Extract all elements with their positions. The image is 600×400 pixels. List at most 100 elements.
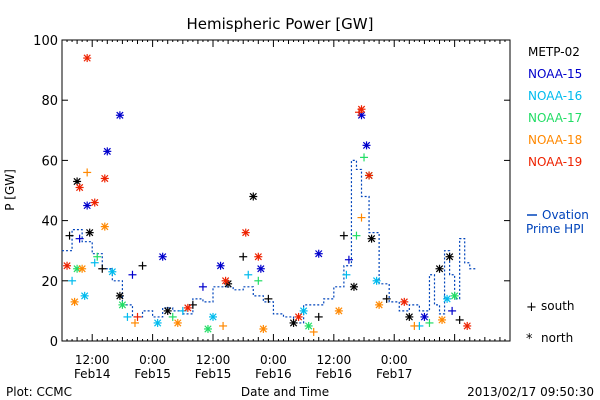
x-tick-label-time: 12:00 bbox=[75, 353, 110, 367]
legend-entry: NOAA-15 bbox=[528, 67, 582, 81]
north-marker bbox=[435, 264, 444, 273]
y-axis: 0 20 40 60 80 100 bbox=[33, 34, 510, 350]
south-marker bbox=[219, 321, 228, 330]
north-marker bbox=[115, 111, 124, 120]
x-tick-label-time: 12:00 bbox=[196, 353, 231, 367]
x-axis: 12:00Feb140:00Feb1512:00Feb150:00Feb1612… bbox=[61, 40, 511, 381]
south-marker bbox=[357, 213, 366, 222]
south-marker bbox=[448, 306, 457, 315]
north-marker bbox=[463, 321, 472, 330]
plot-frame bbox=[61, 39, 511, 342]
south-marker bbox=[244, 270, 253, 279]
north-marker-symbol: * bbox=[526, 332, 533, 347]
south-marker bbox=[239, 252, 248, 261]
y-tick-label: 0 bbox=[50, 335, 58, 350]
south-marker bbox=[133, 312, 142, 321]
north-marker bbox=[153, 318, 162, 327]
north-marker bbox=[289, 318, 298, 327]
south-marker bbox=[75, 234, 84, 243]
chart-title: Hemispheric Power [GW] bbox=[187, 15, 374, 33]
north-marker bbox=[209, 312, 218, 321]
south-marker bbox=[309, 327, 318, 336]
south-marker bbox=[138, 261, 147, 270]
north-marker bbox=[221, 276, 230, 285]
north-marker bbox=[256, 264, 265, 273]
y-tick-label: 20 bbox=[41, 275, 58, 290]
x-tick-label-time: 12:00 bbox=[317, 353, 352, 367]
south-marker bbox=[360, 153, 369, 162]
south-marker bbox=[128, 270, 137, 279]
south-marker bbox=[130, 318, 139, 327]
data-markers bbox=[63, 54, 472, 336]
north-marker bbox=[304, 321, 313, 330]
south-marker bbox=[314, 312, 323, 321]
north-marker bbox=[216, 261, 225, 270]
north-marker bbox=[349, 282, 358, 291]
ovation-hpi-series bbox=[62, 159, 476, 324]
north-marker bbox=[299, 306, 308, 315]
south-marker bbox=[382, 294, 391, 303]
north-marker bbox=[372, 276, 381, 285]
south-marker bbox=[123, 312, 132, 321]
north-marker bbox=[445, 252, 454, 261]
south-marker bbox=[344, 255, 353, 264]
y-axis-label: P [GW] bbox=[3, 169, 17, 211]
north-marker bbox=[259, 324, 268, 333]
north-marker bbox=[100, 222, 109, 231]
y-tick-label: 100 bbox=[33, 34, 58, 49]
x-tick-label-time: 0:00 bbox=[381, 353, 408, 367]
south-marker bbox=[68, 276, 77, 285]
ovation-legend-label-1: Ovation bbox=[542, 208, 589, 222]
y-tick-label: 60 bbox=[41, 154, 58, 169]
north-marker bbox=[405, 312, 414, 321]
south-marker bbox=[425, 318, 434, 327]
legend: METP-02 NOAA-15 NOAA-16 NOAA-17 NOAA-18 NOAA-… bbox=[528, 45, 582, 169]
north-marker bbox=[241, 228, 250, 237]
north-marker bbox=[294, 312, 303, 321]
south-marker bbox=[98, 264, 107, 273]
north-marker bbox=[362, 141, 371, 150]
north-marker-label: north bbox=[541, 331, 573, 345]
south-marker bbox=[65, 231, 74, 240]
ovation-hpi-line bbox=[62, 159, 476, 324]
north-marker bbox=[118, 300, 127, 309]
x-tick-label-date: Feb16 bbox=[255, 367, 292, 381]
north-marker bbox=[103, 147, 112, 156]
legend-entry: NOAA-18 bbox=[528, 133, 582, 147]
north-marker bbox=[375, 300, 384, 309]
legend-entry: METP-02 bbox=[528, 45, 580, 59]
north-marker bbox=[115, 291, 124, 300]
y-tick-label: 80 bbox=[41, 94, 58, 109]
north-marker bbox=[90, 198, 99, 207]
legend-entry: NOAA-17 bbox=[528, 111, 582, 125]
south-marker bbox=[264, 294, 273, 303]
south-marker bbox=[83, 168, 92, 177]
south-marker bbox=[93, 252, 102, 261]
north-marker bbox=[367, 234, 376, 243]
north-marker bbox=[357, 105, 366, 114]
north-marker bbox=[249, 192, 258, 201]
north-marker bbox=[254, 252, 263, 261]
north-marker bbox=[443, 294, 452, 303]
legend-entry: NOAA-16 bbox=[528, 89, 582, 103]
footer-plot-source: Plot: CCMC bbox=[6, 385, 72, 399]
south-marker bbox=[168, 312, 177, 321]
south-marker-label: south bbox=[541, 299, 575, 313]
south-marker bbox=[342, 270, 351, 279]
north-marker bbox=[438, 315, 447, 324]
south-marker bbox=[254, 276, 263, 285]
north-marker bbox=[83, 54, 92, 63]
south-marker bbox=[352, 231, 361, 240]
south-marker-symbol: + bbox=[526, 300, 537, 315]
north-marker bbox=[85, 228, 94, 237]
north-marker bbox=[80, 291, 89, 300]
north-marker bbox=[100, 174, 109, 183]
north-marker bbox=[334, 306, 343, 315]
x-tick-label-date: Feb15 bbox=[134, 367, 171, 381]
north-marker bbox=[108, 267, 117, 276]
north-marker bbox=[420, 312, 429, 321]
north-marker bbox=[203, 324, 212, 333]
south-marker bbox=[339, 231, 348, 240]
north-marker bbox=[158, 252, 167, 261]
